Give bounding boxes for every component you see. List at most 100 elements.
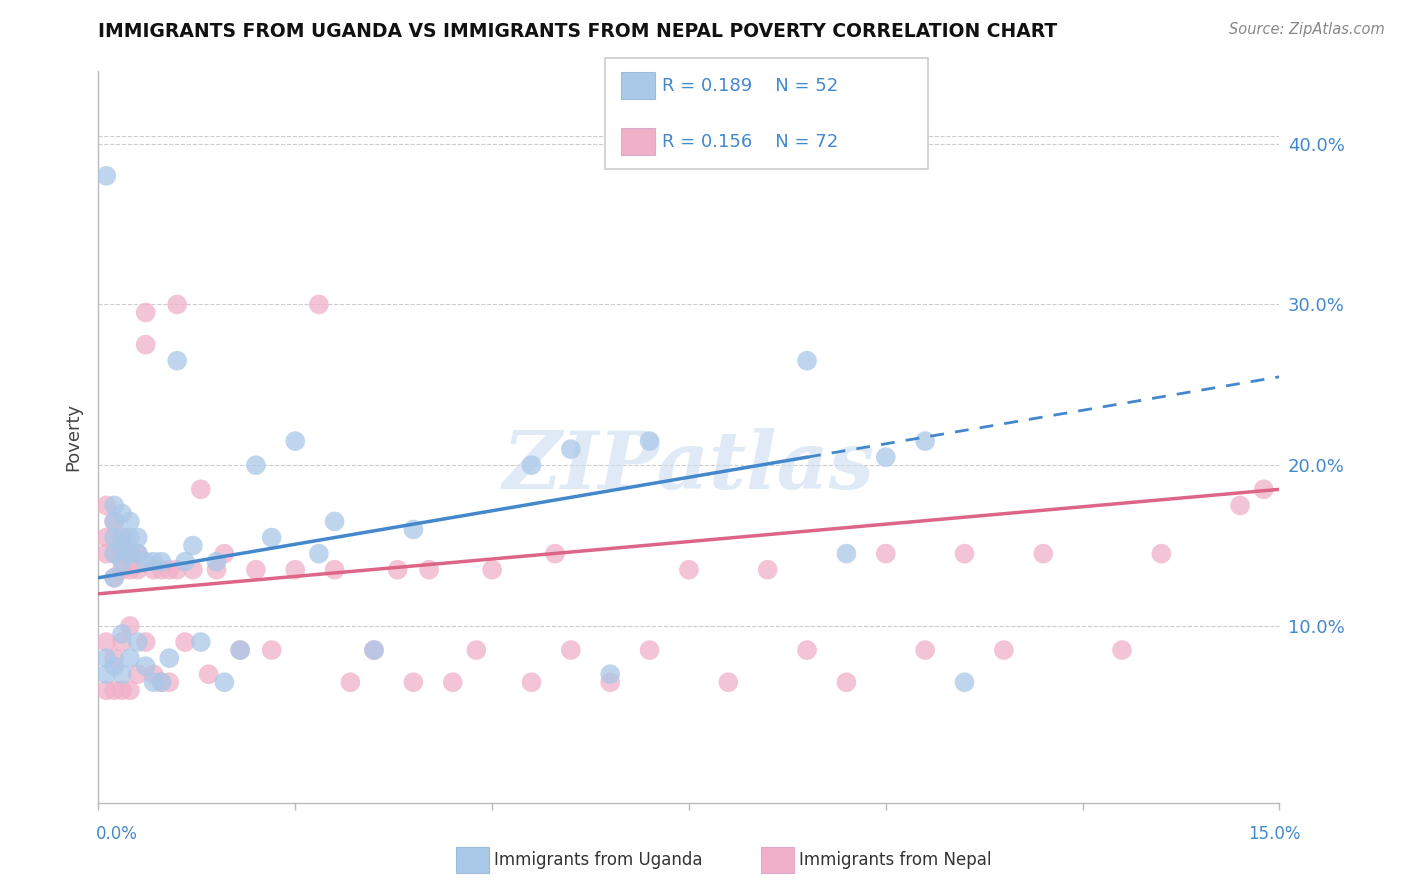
- Point: [229, 643, 252, 657]
- Point: [142, 555, 165, 569]
- Point: [1032, 547, 1054, 561]
- Point: [205, 555, 228, 569]
- Point: [914, 643, 936, 657]
- Point: [599, 675, 621, 690]
- Text: 15.0%: 15.0%: [1249, 825, 1301, 843]
- Point: [260, 531, 283, 545]
- Point: [150, 675, 173, 690]
- Point: [118, 531, 141, 545]
- Point: [150, 555, 173, 569]
- Point: [796, 643, 818, 657]
- Point: [96, 635, 118, 649]
- Point: [387, 563, 409, 577]
- Point: [363, 643, 385, 657]
- Point: [914, 434, 936, 449]
- Point: [118, 619, 141, 633]
- Point: [96, 531, 118, 545]
- Point: [111, 667, 134, 681]
- Point: [205, 563, 228, 577]
- Point: [127, 531, 149, 545]
- Point: [118, 563, 141, 577]
- Point: [166, 297, 188, 311]
- Point: [465, 643, 488, 657]
- Point: [103, 547, 125, 561]
- Point: [441, 675, 464, 690]
- Point: [174, 635, 197, 649]
- Point: [214, 547, 236, 561]
- Point: [96, 169, 118, 183]
- Point: [103, 651, 125, 665]
- Point: [111, 547, 134, 561]
- Point: [111, 539, 134, 553]
- Point: [127, 667, 149, 681]
- Point: [190, 635, 212, 649]
- Point: [190, 483, 212, 497]
- Text: R = 0.156    N = 72: R = 0.156 N = 72: [662, 133, 838, 151]
- Point: [323, 563, 346, 577]
- Point: [157, 675, 180, 690]
- Point: [96, 651, 118, 665]
- Point: [118, 683, 141, 698]
- Point: [214, 675, 236, 690]
- Text: R = 0.189    N = 52: R = 0.189 N = 52: [662, 77, 838, 95]
- Point: [363, 643, 385, 657]
- Point: [142, 563, 165, 577]
- Point: [157, 563, 180, 577]
- Point: [111, 531, 134, 545]
- Point: [638, 434, 661, 449]
- Y-axis label: Poverty: Poverty: [65, 403, 83, 471]
- Point: [103, 571, 125, 585]
- Point: [142, 667, 165, 681]
- Point: [875, 450, 897, 465]
- Text: Source: ZipAtlas.com: Source: ZipAtlas.com: [1229, 22, 1385, 37]
- Point: [118, 547, 141, 561]
- Point: [142, 675, 165, 690]
- Point: [166, 563, 188, 577]
- Point: [135, 635, 157, 649]
- Point: [308, 297, 330, 311]
- Point: [103, 683, 125, 698]
- Text: IMMIGRANTS FROM UGANDA VS IMMIGRANTS FROM NEPAL POVERTY CORRELATION CHART: IMMIGRANTS FROM UGANDA VS IMMIGRANTS FRO…: [98, 22, 1057, 41]
- Point: [127, 563, 149, 577]
- Point: [418, 563, 440, 577]
- Point: [118, 515, 141, 529]
- Point: [135, 659, 157, 673]
- Point: [103, 659, 125, 673]
- Point: [150, 563, 173, 577]
- Point: [717, 675, 740, 690]
- Point: [103, 571, 125, 585]
- Point: [111, 635, 134, 649]
- Text: Immigrants from Nepal: Immigrants from Nepal: [799, 851, 991, 869]
- Point: [111, 627, 134, 641]
- Point: [150, 675, 173, 690]
- Point: [835, 547, 858, 561]
- Point: [323, 515, 346, 529]
- Point: [339, 675, 361, 690]
- Text: 0.0%: 0.0%: [96, 825, 138, 843]
- Point: [111, 683, 134, 698]
- Point: [284, 434, 307, 449]
- Text: Immigrants from Uganda: Immigrants from Uganda: [494, 851, 702, 869]
- Point: [111, 531, 134, 545]
- Point: [835, 675, 858, 690]
- Point: [284, 563, 307, 577]
- Point: [111, 507, 134, 521]
- Point: [166, 353, 188, 368]
- Point: [402, 675, 425, 690]
- Point: [103, 515, 125, 529]
- Point: [135, 337, 157, 351]
- Point: [111, 563, 134, 577]
- Point: [520, 458, 543, 473]
- Text: ZIPatlas: ZIPatlas: [503, 427, 875, 505]
- Point: [1229, 499, 1251, 513]
- Point: [111, 555, 134, 569]
- Point: [260, 643, 283, 657]
- Point: [402, 523, 425, 537]
- Point: [96, 667, 118, 681]
- Point: [118, 651, 141, 665]
- Point: [135, 305, 157, 319]
- Point: [197, 667, 219, 681]
- Point: [229, 643, 252, 657]
- Point: [678, 563, 700, 577]
- Point: [520, 675, 543, 690]
